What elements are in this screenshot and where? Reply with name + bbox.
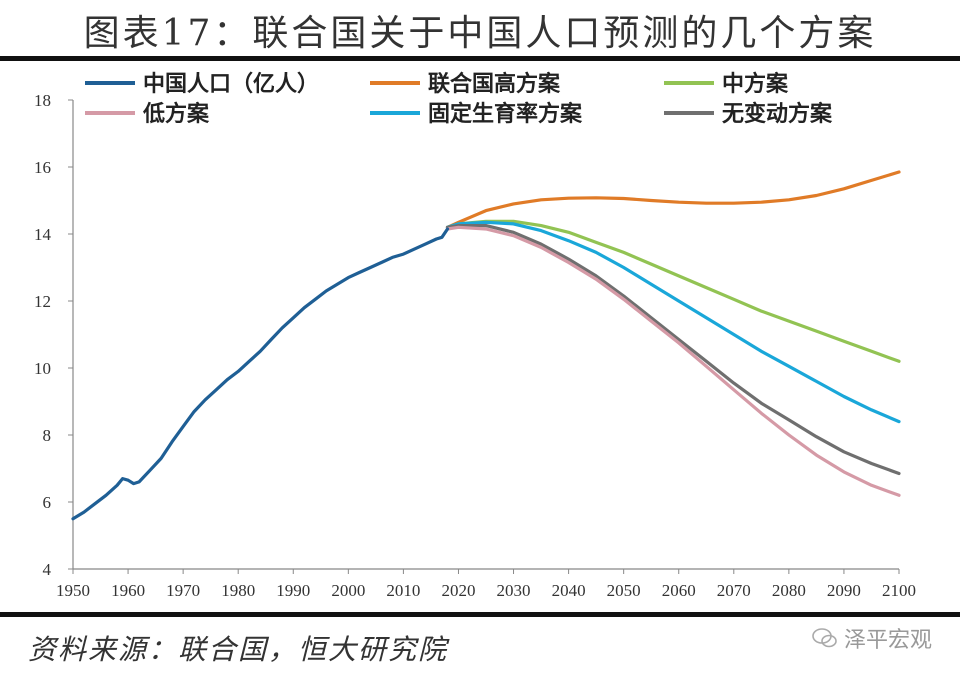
- x-tick-label: 2000: [331, 581, 365, 600]
- source-note: 资料来源：联合国，恒大研究院: [28, 633, 449, 666]
- series-line: [71, 227, 450, 521]
- y-tick-label: 6: [43, 493, 52, 512]
- y-tick-label: 12: [34, 292, 51, 311]
- y-tick-label: 10: [34, 359, 51, 378]
- x-tick-label: 2050: [607, 581, 641, 600]
- legend-label: 低方案: [142, 101, 210, 127]
- legend-label: 中国人口（亿人）: [143, 72, 319, 97]
- legend-label: 无变动方案: [722, 101, 833, 127]
- x-tick-label: 2070: [717, 581, 751, 600]
- series-lines: [71, 170, 901, 521]
- x-tick-label: 2060: [662, 581, 696, 600]
- legend-label: 联合国高方案: [428, 71, 561, 97]
- y-tick-label: 14: [34, 225, 52, 244]
- legend-label: 固定生育率方案: [428, 101, 583, 127]
- legend-label: 中方案: [722, 71, 789, 97]
- x-tick-label: 2020: [441, 581, 475, 600]
- x-tick-label: 1970: [166, 581, 200, 600]
- y-tick-label: 18: [34, 91, 51, 110]
- y-tick-label: 8: [43, 426, 52, 445]
- x-tick-label: 1950: [56, 581, 90, 600]
- x-tick-label: 2090: [827, 581, 861, 600]
- x-tick-label: 2040: [552, 581, 586, 600]
- series-line: [445, 219, 901, 363]
- x-tick-label: 2080: [772, 581, 806, 600]
- axes: 4 6 8 10 12 14 16 18 1950 1960 1970 1980 1990 2000 201…: [34, 91, 916, 600]
- chart-title: 图表17：联合国关于中国人口预测的几个方案: [83, 13, 877, 54]
- line-chart: 4 6 8 10 12 14 16 18 1950 1960 1970 1980 1990 2000 201…: [34, 71, 916, 600]
- y-tick-label: 4: [43, 560, 52, 579]
- bottom-rule: [0, 612, 960, 617]
- series-line: [445, 224, 901, 476]
- x-tick-label: 1980: [221, 581, 255, 600]
- x-tick-label: 2010: [386, 581, 420, 600]
- x-tick-label: 1990: [276, 581, 310, 600]
- series-line: [445, 170, 901, 229]
- top-rule: [0, 56, 960, 61]
- x-tick-label: 1960: [111, 581, 145, 600]
- series-line: [445, 225, 901, 497]
- watermark-text: 泽平宏观: [844, 628, 933, 653]
- y-tick-label: 16: [34, 158, 51, 177]
- watermark: 泽平宏观: [812, 622, 932, 654]
- wechat-icon: [812, 628, 837, 648]
- series-line: [445, 220, 901, 424]
- x-tick-label: 2030: [497, 581, 531, 600]
- x-tick-label: 2100: [882, 581, 916, 600]
